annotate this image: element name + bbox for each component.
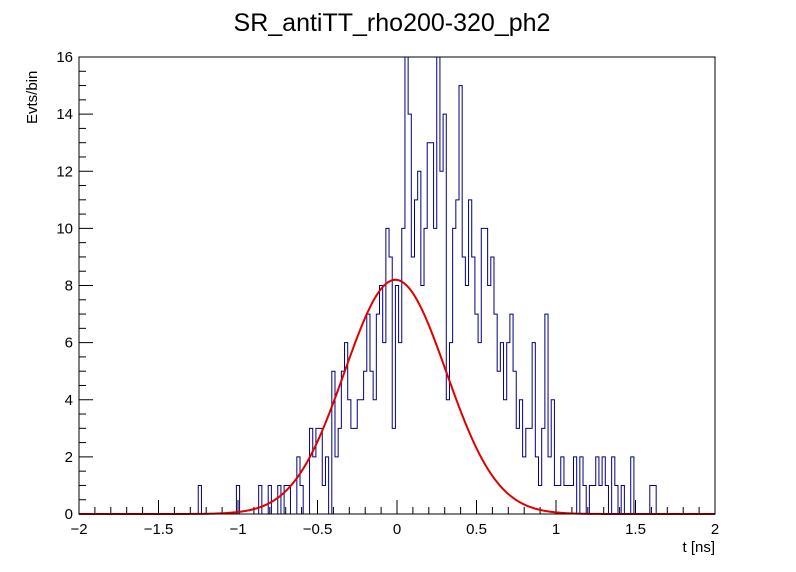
x-tick-label: −1 — [229, 521, 246, 538]
y-tick-label: 10 — [56, 220, 73, 237]
y-tick-label: 2 — [65, 449, 73, 466]
y-tick-label: 8 — [65, 278, 73, 295]
plot-frame — [78, 56, 716, 515]
y-tick-label: 14 — [56, 106, 73, 123]
y-tick-label: 4 — [65, 392, 73, 409]
x-tick-label: 0 — [393, 521, 401, 538]
x-tick-label: 2 — [711, 521, 719, 538]
x-tick-label: −2 — [70, 521, 87, 538]
histogram-series — [79, 56, 715, 515]
y-tick-label: 0 — [65, 506, 73, 523]
axis-ticks — [78, 56, 716, 515]
x-tick-label: 0.5 — [466, 521, 487, 538]
x-tick-label: −0.5 — [303, 521, 333, 538]
chart-title: SR_antiTT_rho200-320_ph2 — [234, 9, 551, 37]
x-tick-label: 1.5 — [625, 521, 646, 538]
y-tick-label: 12 — [56, 163, 73, 180]
data-marks — [79, 56, 715, 515]
x-tick-label: −1.5 — [144, 521, 174, 538]
y-axis-label: Evts/bin — [24, 71, 41, 124]
y-tick-label: 6 — [65, 335, 73, 352]
fit-curve — [79, 278, 715, 515]
tick-labels: −2 −1.5 −1 −0.5 0 0.5 1 1.5 2 0 2 4 6 8 10 12 14 16 — [56, 49, 719, 538]
y-tick-label: 16 — [56, 49, 73, 66]
x-axis-label: t [ns] — [682, 539, 715, 556]
x-tick-label: 1 — [552, 521, 560, 538]
